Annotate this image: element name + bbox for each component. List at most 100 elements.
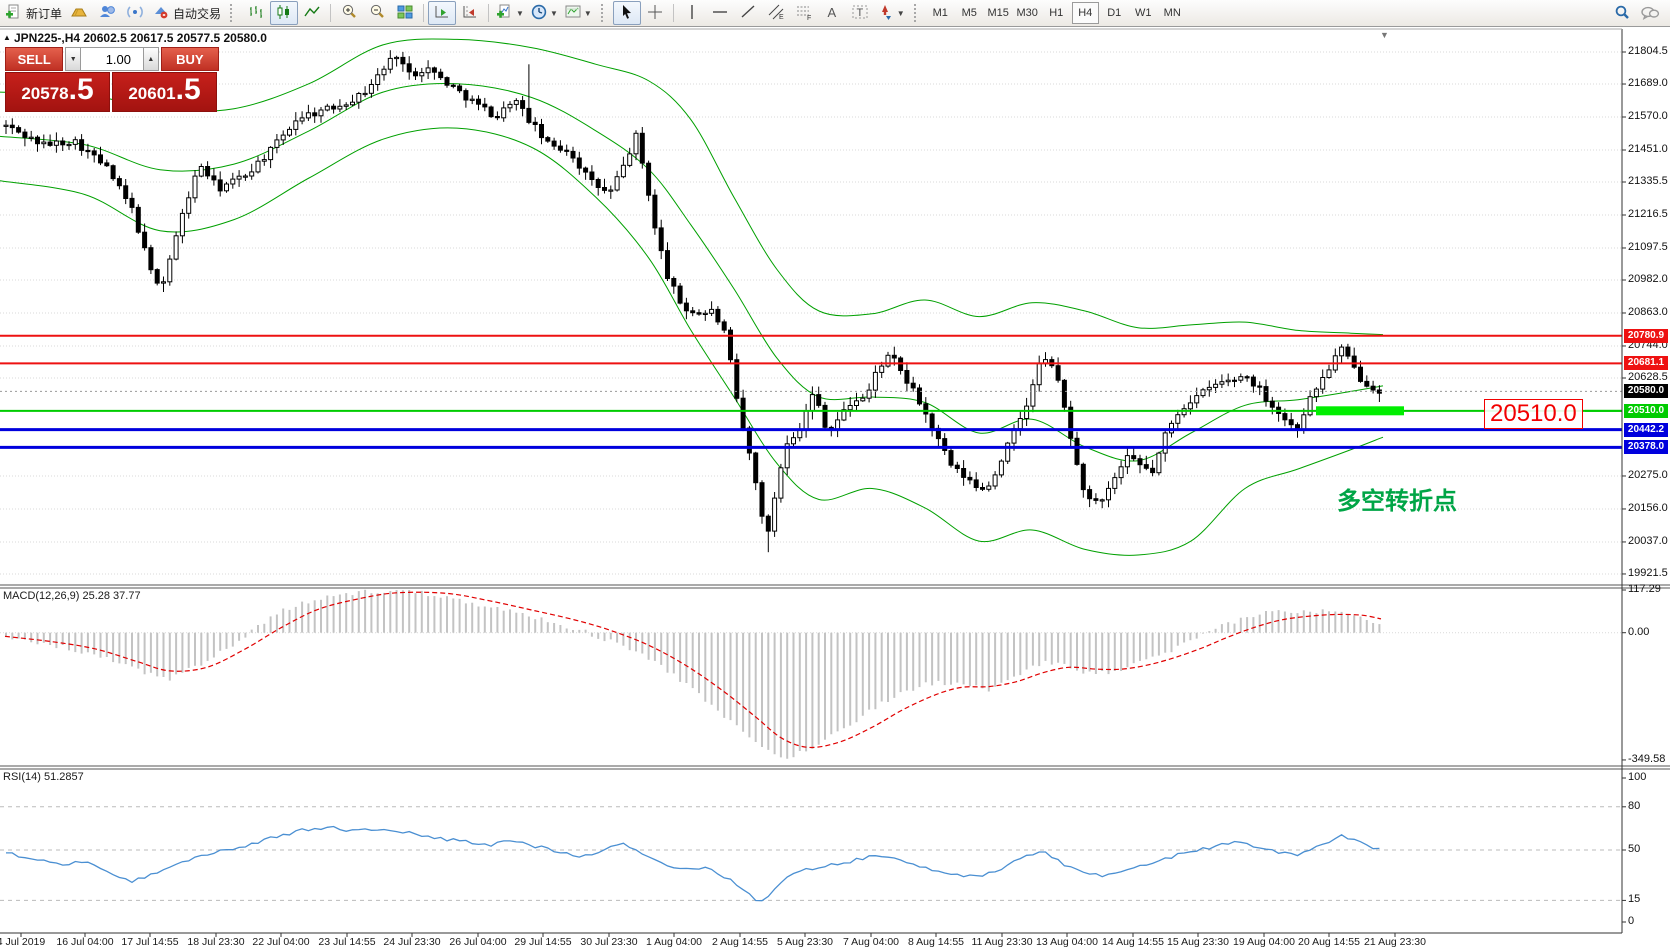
time-tick-label: 17 Jul 14:55 [121,936,179,948]
macd-axis-label: 117.29 [1628,583,1661,595]
channel-button[interactable]: E [762,1,790,25]
price-level-callout[interactable]: 20510.0 [1484,399,1583,429]
text-label-icon: T [851,3,869,24]
timeframe-h4[interactable]: H4 [1071,2,1099,24]
bar-chart-icon [247,3,265,24]
sell-price-frac: .5 [68,73,94,106]
price-tick-label: 21097.5 [1628,240,1668,253]
line-price-badge: 20780.9 [1624,328,1668,343]
toolbar-grip[interactable] [600,4,609,22]
chevron-down-icon: ▼ [583,8,592,18]
last-price-badge: 20580.0 [1624,384,1668,399]
chart-shift-icon [461,3,479,24]
buy-price-frac: .5 [175,73,201,106]
svg-text:E: E [779,14,784,21]
chart-shift-marker-icon[interactable]: ▼ [1380,30,1389,40]
text-label-button[interactable]: T [846,1,874,25]
price-tick-label: 21451.0 [1628,142,1668,155]
volume-decrease-button[interactable]: ▼ [65,47,81,71]
time-tick-label: 24 Jul 23:30 [383,936,441,948]
time-tick-label: 1 Aug 04:00 [645,936,703,948]
crosshair-button[interactable] [641,1,669,25]
price-tick-label: 20628.5 [1628,370,1668,383]
timeframe-m30[interactable]: M30 [1016,7,1038,19]
line-price-badge: 20442.2 [1624,422,1668,437]
zoom-out-icon [368,3,386,24]
sell-price-main: 20578 [21,84,69,103]
chart-title: JPN225-,H4 20602.5 20617.5 20577.5 20580… [14,31,267,45]
horizontal-line-button[interactable] [706,1,734,25]
bar-chart-button[interactable] [242,1,270,25]
volume-increase-button[interactable]: ▲ [143,47,159,71]
time-tick-label: 22 Jul 04:00 [252,936,310,948]
signals-icon [126,3,144,24]
chevron-down-icon: ▼ [549,8,558,18]
buy-button[interactable]: BUY [160,47,219,71]
time-tick-label: 21 Aug 23:30 [1364,936,1426,948]
chat-button[interactable] [1636,2,1664,26]
chart-shift-button[interactable] [456,1,484,25]
macd-label: MACD(12,26,9) 25.28 37.77 [3,590,141,602]
zoom-out-button[interactable] [363,1,391,25]
chart-canvas[interactable] [0,27,1670,951]
vertical-line-button[interactable] [678,1,706,25]
time-tick-label: 30 Jul 23:30 [580,936,638,948]
rsi-axis-label: 100 [1628,771,1647,783]
line-price-badge: 20378.0 [1624,440,1668,455]
sell-button[interactable]: SELL [5,47,64,71]
channel-icon: E [767,3,785,24]
timeframe-mn[interactable]: MN [1163,7,1181,19]
time-tick-label: 29 Jul 14:55 [514,936,572,948]
price-tick-label: 20275.0 [1628,468,1668,481]
zoom-in-button[interactable] [335,1,363,25]
periods-button[interactable]: ▼ [527,1,561,25]
chart-window[interactable]: ▲ JPN225-,H4 20602.5 20617.5 20577.5 205… [0,27,1670,951]
time-tick-label: 16 Jul 04:00 [56,936,114,948]
text-icon: A [823,3,841,24]
sell-price[interactable]: 20578.5 [5,72,110,112]
timeframe-m15[interactable]: M15 [987,7,1009,19]
timeframe-d1[interactable]: D1 [1107,7,1122,19]
line-chart-button[interactable] [298,1,326,25]
timeframe-m1[interactable]: M1 [932,7,948,19]
cursor-button[interactable] [612,1,641,25]
timeframe-w1[interactable]: W1 [1134,7,1152,19]
turning-point-annotation[interactable]: 多空转折点 [1337,488,1457,515]
price-tick-label: 19921.5 [1628,566,1668,579]
volume-input[interactable] [81,47,143,71]
price-tick-label: 21804.5 [1628,45,1668,57]
chevron-down-icon: ▼ [896,8,905,18]
time-tick-label: 13 Aug 04:00 [1036,936,1098,948]
fibonacci-button[interactable]: F [790,1,818,25]
timeframe-m5[interactable]: M5 [961,7,977,19]
search-icon [1613,4,1631,25]
community-button[interactable] [93,1,121,25]
chat-icon [1640,4,1660,25]
macd-axis-label: 0.00 [1628,625,1650,638]
text-button[interactable]: A [818,1,846,25]
arrows-button[interactable]: ▼ [874,1,908,25]
search-button[interactable] [1608,2,1636,26]
trendline-button[interactable] [734,1,762,25]
auto-scroll-icon [433,3,451,24]
timeframe-h1[interactable]: H1 [1049,7,1064,19]
signals-button[interactable] [121,1,149,25]
templates-icon [564,3,582,24]
tile-windows-button[interactable] [391,1,419,25]
line-chart-icon [303,3,321,24]
line-price-badge: 20510.0 [1624,403,1668,418]
buy-price[interactable]: 20601.5 [112,72,217,112]
candlestick-button[interactable] [270,1,299,25]
gold-icon [70,3,88,24]
auto-scroll-button[interactable] [428,1,457,25]
templates-button[interactable]: ▼ [561,1,595,25]
gold-button[interactable] [65,1,93,25]
toolbar-grip[interactable] [230,4,238,22]
new-order-label: 新订单 [26,6,63,21]
new-order-button[interactable]: 新订单 [2,1,65,25]
zoom-in-icon [340,3,358,24]
indicators-button[interactable]: ▼ [493,1,527,25]
toolbar-grip[interactable] [913,4,922,22]
auto-trading-button[interactable]: 自动交易 [149,1,224,25]
